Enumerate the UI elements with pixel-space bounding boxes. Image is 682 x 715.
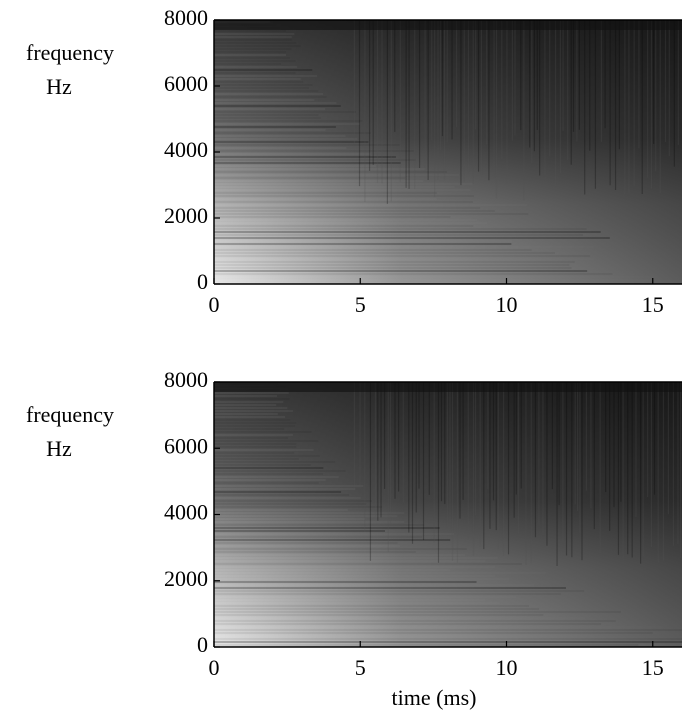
y-tick-label: 4000 xyxy=(164,137,208,162)
y-axis-label: frequency xyxy=(26,40,114,65)
x-tick-label: 5 xyxy=(355,292,366,317)
x-tick-label: 0 xyxy=(209,655,220,680)
spectrogram-image xyxy=(214,382,682,647)
image-fade xyxy=(214,20,682,284)
spectrogram-panel: 0 2000 4000 6000 8000 0 5 10 15 frequency Hz xyxy=(26,5,682,317)
y-tick-label: 0 xyxy=(197,269,208,294)
y-tick-label: 8000 xyxy=(164,5,208,30)
x-tick-label: 5 xyxy=(355,655,366,680)
y-tick-label: 2000 xyxy=(164,566,208,591)
y-tick-label: 8000 xyxy=(164,367,208,392)
x-tick-label: 10 xyxy=(496,292,518,317)
y-tick-label: 6000 xyxy=(164,433,208,458)
spectrogram-image xyxy=(214,20,682,284)
image-top-shade xyxy=(214,20,682,30)
y-axis-label: Hz xyxy=(46,74,72,99)
y-tick-label: 6000 xyxy=(164,71,208,96)
x-tick-label: 15 xyxy=(642,655,664,680)
image-fade xyxy=(214,382,682,647)
x-tick-label: 0 xyxy=(209,292,220,317)
spectrogram-panel: 0 2000 4000 6000 8000 0 5 10 15 frequency Hz time (… xyxy=(26,367,682,710)
y-tick-label: 2000 xyxy=(164,203,208,228)
y-axis-label: frequency xyxy=(26,402,114,427)
y-axis-label: Hz xyxy=(46,436,72,461)
x-tick-label: 15 xyxy=(642,292,664,317)
x-axis-label: time (ms) xyxy=(392,685,477,710)
image-top-shade xyxy=(214,382,682,392)
y-tick-label: 0 xyxy=(197,632,208,657)
x-tick-label: 10 xyxy=(496,655,518,680)
y-tick-label: 4000 xyxy=(164,500,208,525)
